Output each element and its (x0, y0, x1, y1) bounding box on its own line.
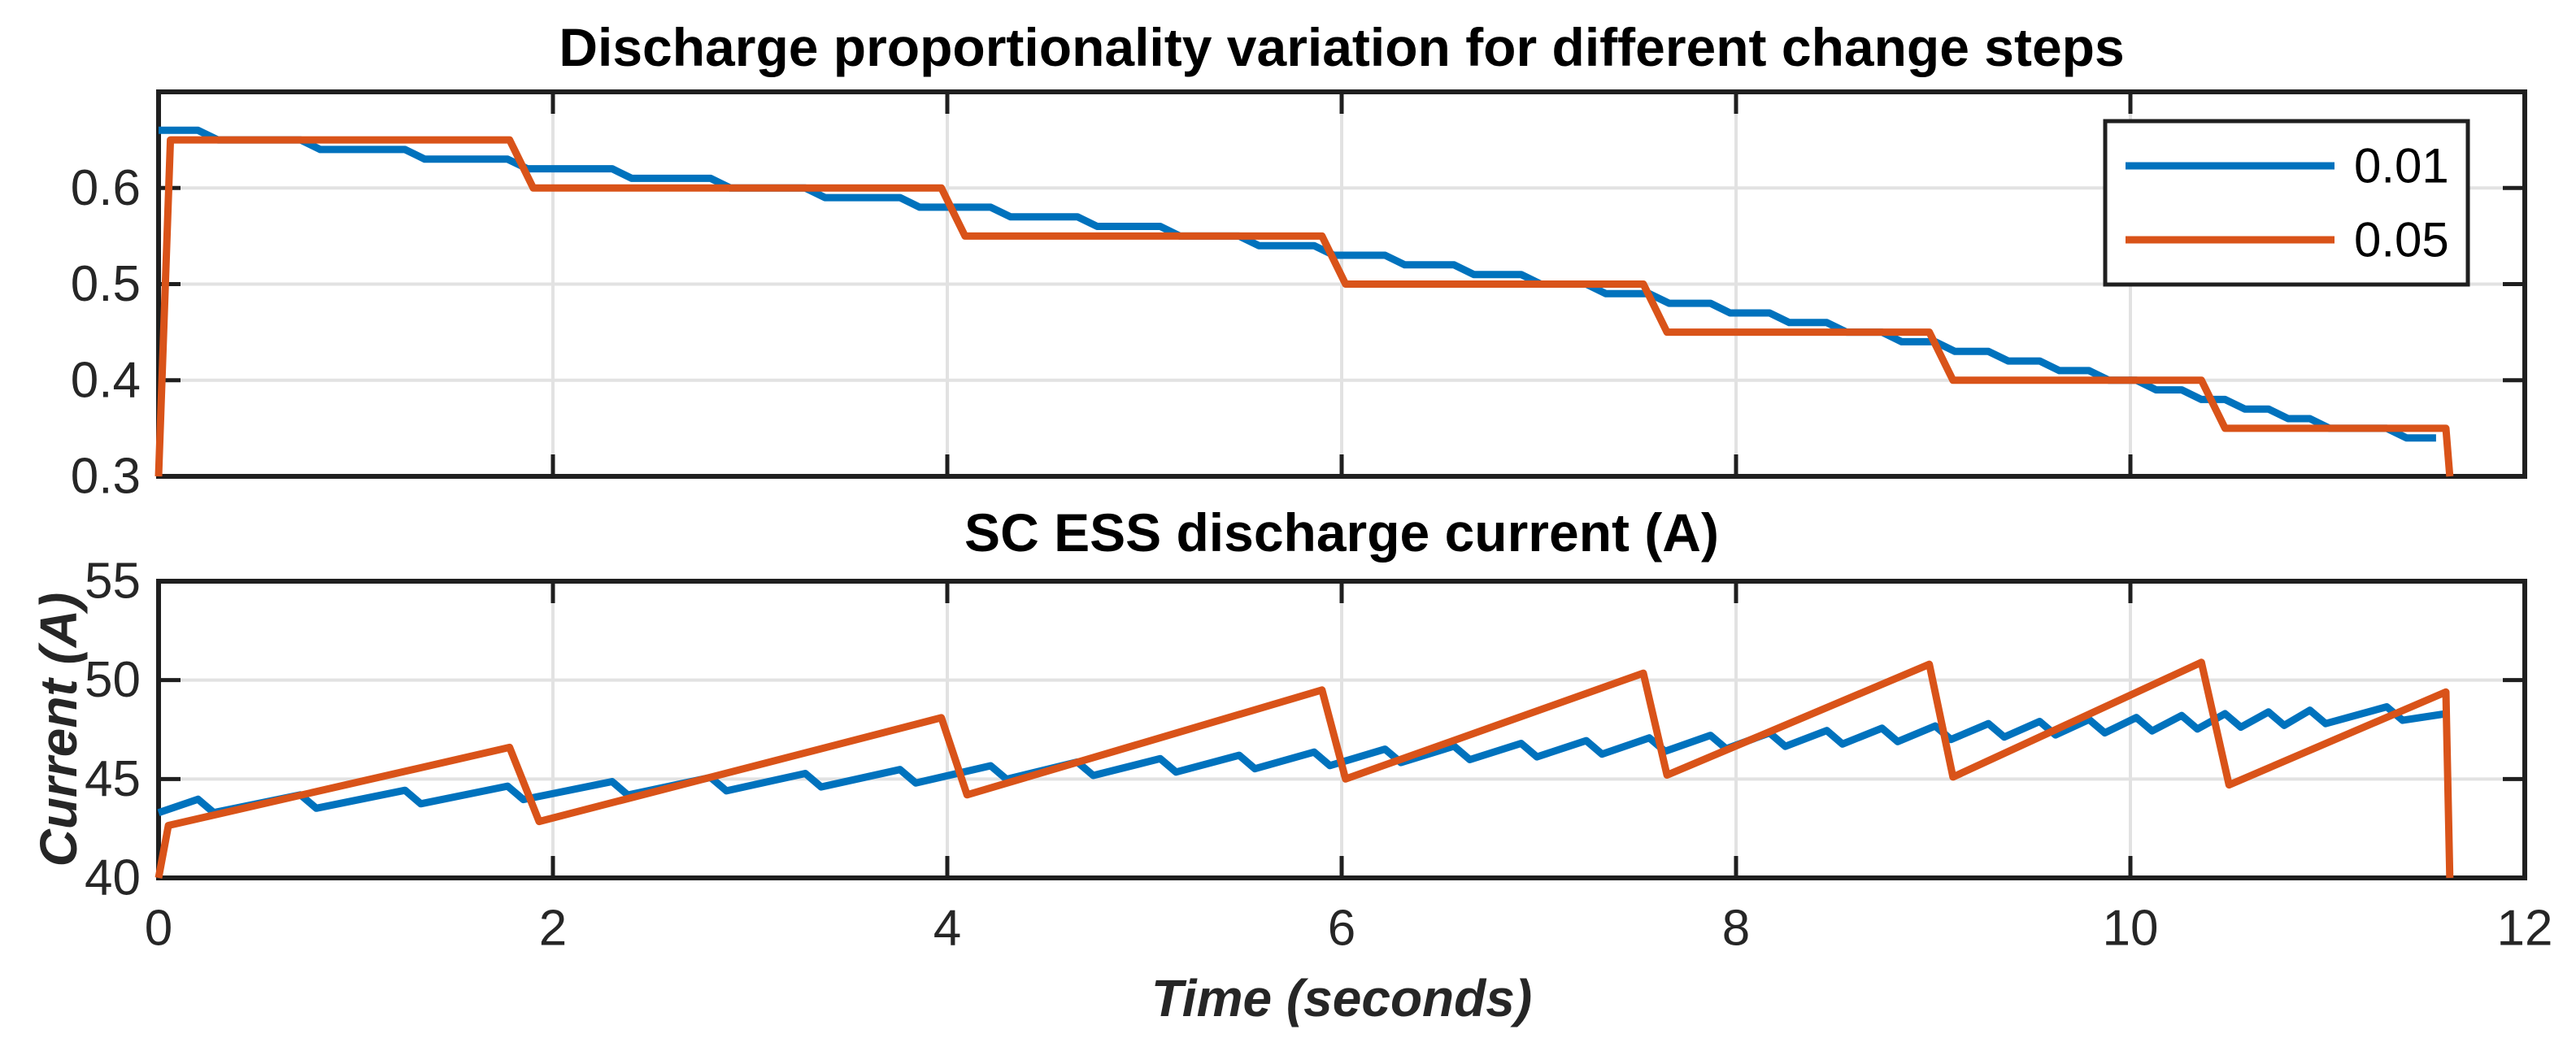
x-tick-label: 4 (933, 901, 961, 957)
plot-title-discharge-current: SC ESS discharge current (A) (964, 502, 1719, 563)
y-tick-label: 0.3 (71, 449, 141, 505)
plot-title-proportionality: Discharge proportionality variation for … (559, 17, 2124, 77)
series-line-0.05 (154, 136, 2454, 477)
x-tick-label: 0 (145, 901, 172, 957)
legend-label: 0.01 (2354, 139, 2449, 193)
x-tick-label: 10 (2103, 901, 2159, 957)
x-tick-label: 6 (1328, 901, 1355, 957)
y-tick-label: 45 (85, 751, 141, 807)
series-line-0.01 (157, 703, 2447, 817)
legend-label: 0.05 (2354, 213, 2449, 267)
x-tick-label: 8 (1722, 901, 1750, 957)
plot-proportionality: 0.3 0.4 0.5 0.6 Discharge proportionality va… (71, 17, 2527, 505)
y-tick-label: 0.5 (71, 256, 141, 312)
y-tick-label: 55 (85, 554, 141, 610)
y-tick-label: 50 (85, 652, 141, 708)
y-tick-label: 0.6 (71, 160, 141, 216)
y-axis-label: Current (A) (29, 593, 88, 867)
x-tick-label: 2 (539, 901, 567, 957)
plot-discharge-current: 40 45 50 55 0 2 4 6 8 10 12 SC ESS discharge curren… (29, 502, 2552, 1027)
x-tick-label: 12 (2497, 901, 2553, 957)
legend-box (2103, 119, 2470, 287)
y-tick-label: 0.4 (71, 352, 141, 408)
y-tick-label: 40 (85, 850, 141, 906)
series-line-0.05 (154, 658, 2454, 879)
x-axis-label: Time (seconds) (1151, 969, 1532, 1027)
legend: 0.01 0.05 (2103, 119, 2470, 287)
